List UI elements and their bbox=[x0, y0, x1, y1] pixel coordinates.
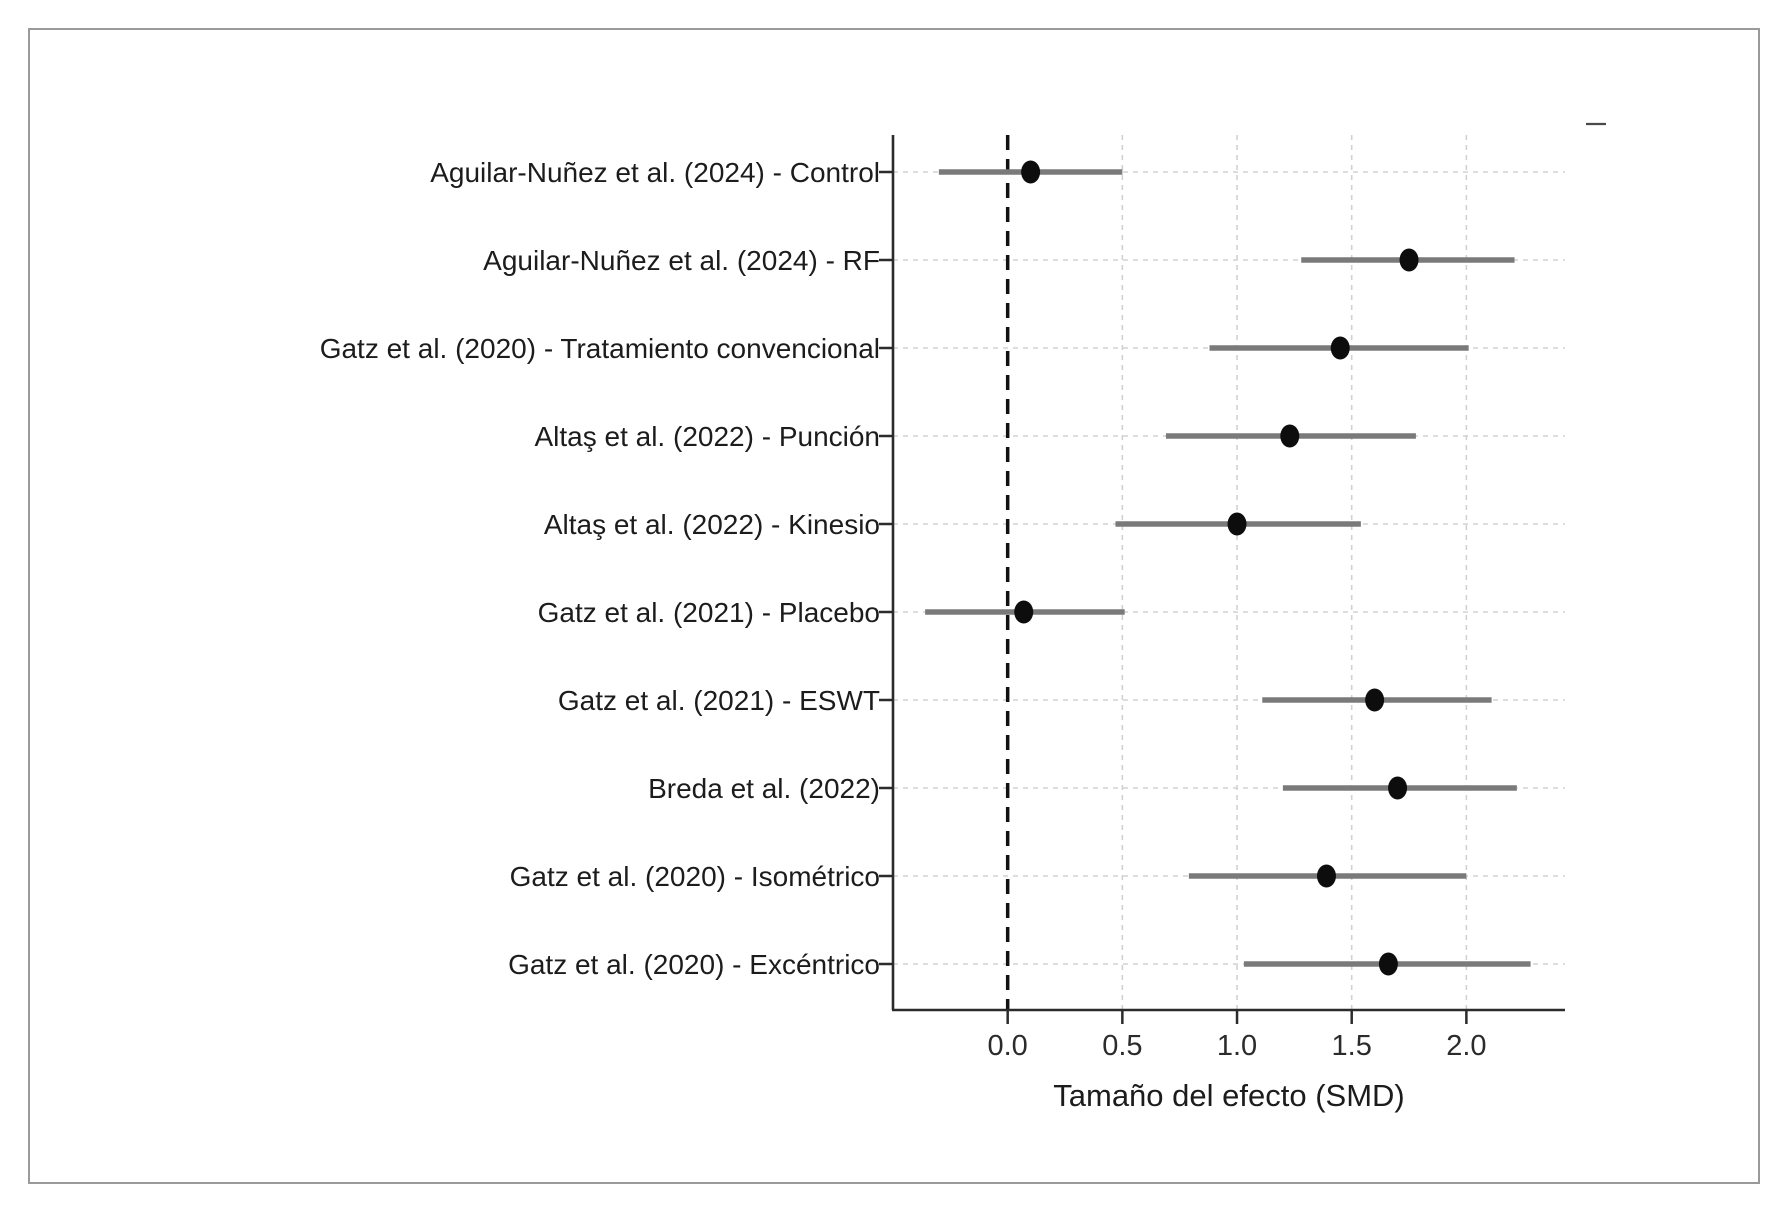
study-label: Gatz et al. (2021) - Placebo bbox=[538, 597, 880, 628]
effect-size-marker bbox=[1378, 952, 1398, 976]
study-label: Aguilar-Nuñez et al. (2024) - Control bbox=[430, 157, 880, 188]
study-label: Altaş et al. (2022) - Punción bbox=[534, 421, 880, 452]
effect-size-marker bbox=[1365, 688, 1385, 712]
effect-size-marker bbox=[1021, 160, 1041, 184]
x-tick-label: 1.5 bbox=[1332, 1030, 1372, 1062]
effect-size-marker bbox=[1388, 776, 1408, 800]
effect-size-marker bbox=[1330, 336, 1350, 360]
x-tick-label: 2.0 bbox=[1446, 1030, 1486, 1062]
x-tick-label: 0.0 bbox=[988, 1030, 1028, 1062]
x-axis-title: Tamaño del efecto (SMD) bbox=[1053, 1078, 1405, 1113]
effect-size-marker bbox=[1399, 248, 1419, 272]
study-label: Breda et al. (2022) bbox=[648, 773, 880, 804]
effect-size-marker bbox=[1227, 512, 1247, 536]
study-label: Gatz et al. (2020) - Excéntrico bbox=[508, 949, 880, 980]
study-label: Gatz et al. (2021) - ESWT bbox=[558, 685, 880, 716]
study-label: Altaş et al. (2022) - Kinesio bbox=[544, 509, 880, 540]
study-label: Gatz et al. (2020) - Tratamiento convenc… bbox=[320, 333, 880, 364]
study-label: Gatz et al. (2020) - Isométrico bbox=[510, 861, 880, 892]
x-tick-label: 0.5 bbox=[1102, 1030, 1142, 1062]
effect-size-marker bbox=[1280, 424, 1300, 448]
study-label: Aguilar-Nuñez et al. (2024) - RF bbox=[483, 245, 880, 276]
x-tick-label: 1.0 bbox=[1217, 1030, 1257, 1062]
effect-size-marker bbox=[1316, 864, 1336, 888]
effect-size-marker bbox=[1014, 600, 1034, 624]
